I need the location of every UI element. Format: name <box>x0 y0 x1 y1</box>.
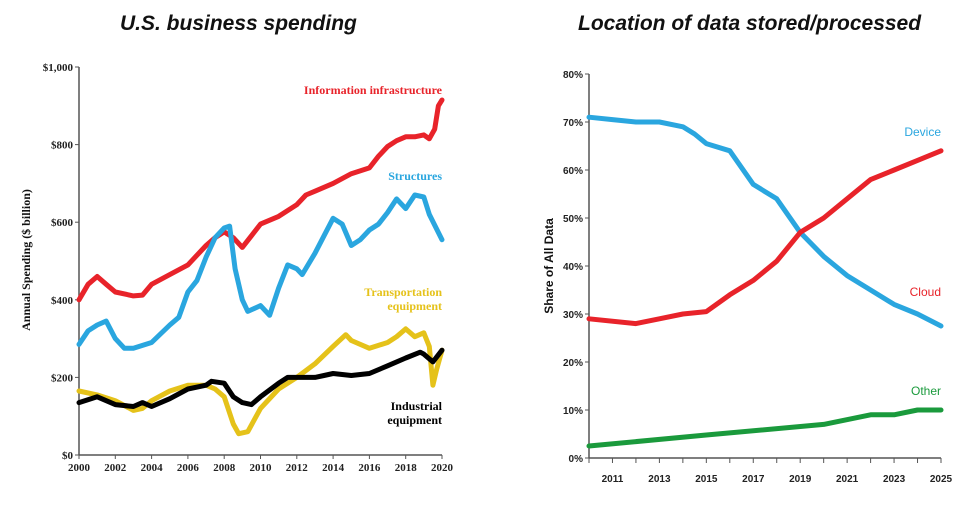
x-tick-label: 2019 <box>789 474 812 485</box>
x-tick-label: 2002 <box>104 462 127 474</box>
series-line-other <box>586 407 944 449</box>
x-tick-label: 2015 <box>695 474 718 485</box>
y-tick-label: 30% <box>563 310 583 321</box>
right-chart-title: Location of data stored/processed <box>578 12 922 35</box>
x-tick-label: 2012 <box>286 462 309 474</box>
y-tick-label: $800 <box>51 140 74 152</box>
series-line-device <box>586 114 944 329</box>
left-chart-title: U.S. business spending <box>120 12 357 35</box>
x-tick-label: 2000 <box>68 462 91 474</box>
x-tick-label: 2013 <box>648 474 671 485</box>
x-tick-label: 2016 <box>358 462 381 474</box>
x-tick-label: 2006 <box>177 462 200 474</box>
x-tick-label: 2023 <box>883 474 906 485</box>
chart-0: $0 $200 $400 $600 $800 $1,000 2000 2002 2004 2006… <box>19 62 454 474</box>
series-label: equipment <box>387 299 442 313</box>
x-tick-label: 2020 <box>431 462 454 474</box>
series-line-transportation-equipment <box>76 326 445 437</box>
y-tick-label: 50% <box>563 214 583 225</box>
series-line-cloud <box>586 148 944 327</box>
y-tick-label: 70% <box>563 118 583 129</box>
series-label: Information infrastructure <box>304 83 443 97</box>
y-tick-label: 80% <box>563 70 583 81</box>
y-axis-label: Annual Spending ($ billion) <box>19 189 33 331</box>
y-tick-label: 0% <box>569 454 584 465</box>
x-tick-label: 2025 <box>930 474 953 485</box>
series-line-information-infrastructure <box>76 97 445 303</box>
series-line-industrial-equipment <box>76 347 445 409</box>
x-tick-label: 2011 <box>602 474 624 485</box>
series-label: Industrial <box>391 399 443 413</box>
series-label: equipment <box>387 413 442 427</box>
x-tick-label: 2014 <box>322 462 345 474</box>
y-tick-label: 40% <box>563 262 583 273</box>
y-tick-label: $400 <box>51 295 74 307</box>
series-line-structures <box>76 192 445 351</box>
series-label: Cloud <box>910 285 941 299</box>
x-tick-label: 2004 <box>141 462 164 474</box>
y-tick-label: $200 <box>51 372 74 384</box>
chart-1: 0% 10% 20% 30% 40% 50% 60% 70% 80% 2011 2013 2015 20… <box>542 70 953 485</box>
series-label: Transportation <box>364 285 442 299</box>
series-label: Structures <box>388 169 442 183</box>
y-tick-label: $600 <box>51 217 74 229</box>
series-label: Device <box>904 125 941 139</box>
y-tick-label: $0 <box>62 450 74 462</box>
x-tick-label: 2017 <box>742 474 765 485</box>
x-tick-label: 2018 <box>395 462 418 474</box>
y-tick-label: 60% <box>563 166 583 177</box>
x-tick-label: 2021 <box>836 474 859 485</box>
x-tick-label: 2010 <box>250 462 273 474</box>
y-axis-label: Share of All Data <box>542 218 556 314</box>
series-label: Other <box>911 384 941 398</box>
x-tick-label: 2008 <box>213 462 236 474</box>
y-tick-label: 20% <box>563 358 583 369</box>
y-tick-label: $1,000 <box>43 62 74 74</box>
y-tick-label: 10% <box>563 406 583 417</box>
